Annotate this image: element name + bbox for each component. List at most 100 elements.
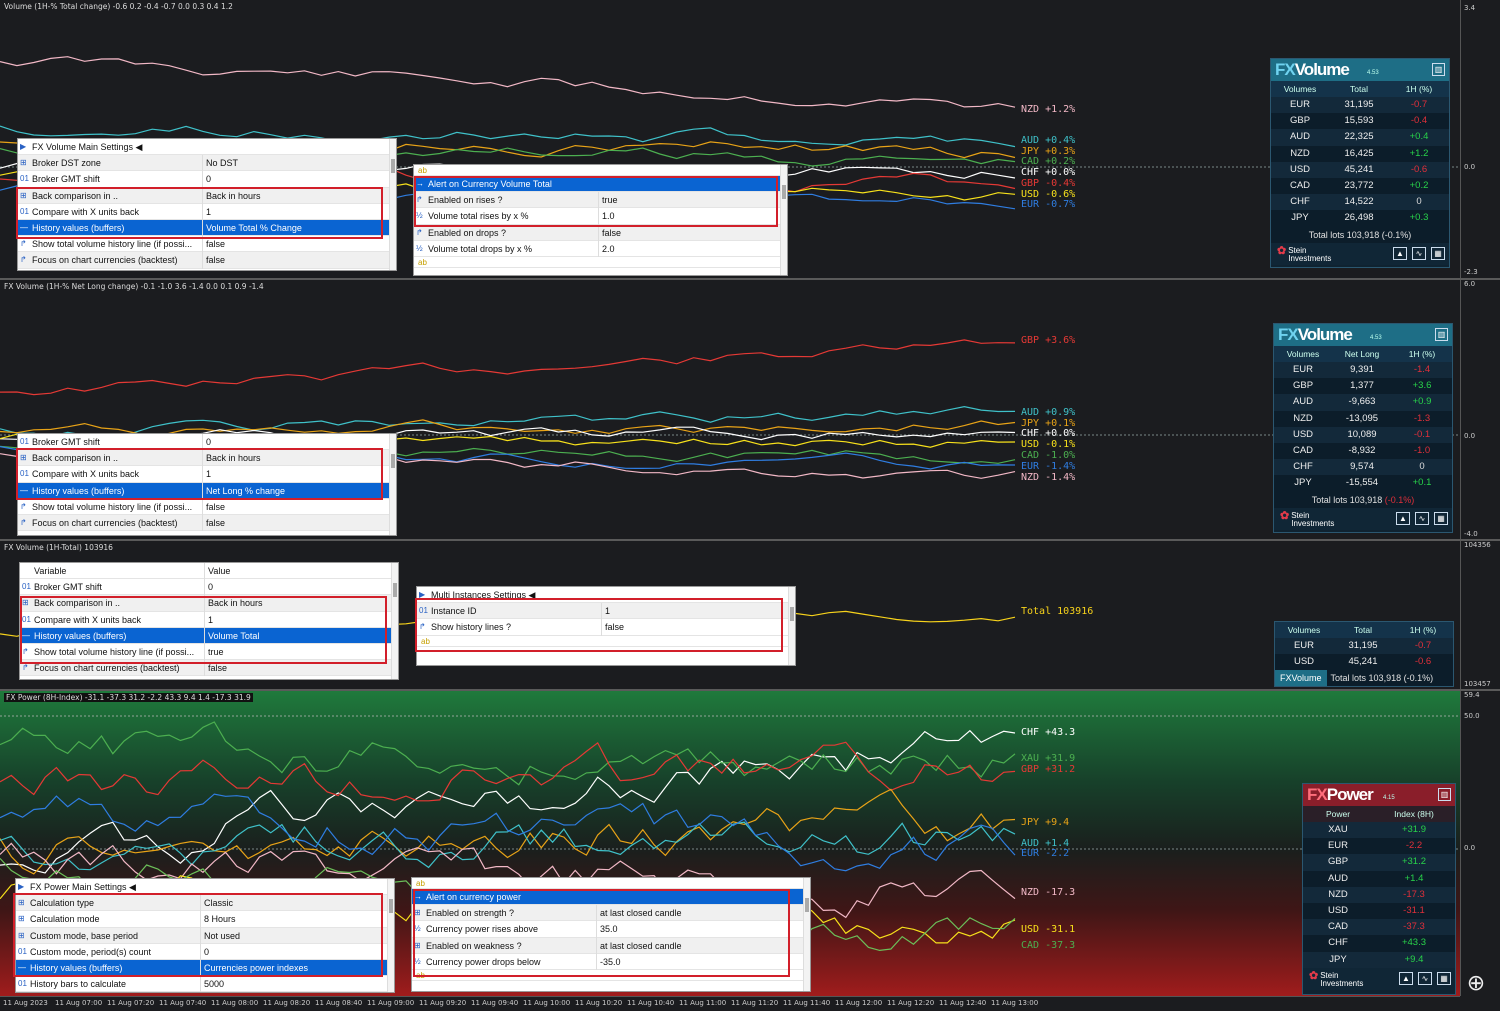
widget-row[interactable]: JPY 26,498 +0.3 (1271, 210, 1449, 227)
setting-row[interactable]: ⊞ Enabled on strength ? at last closed can… (412, 905, 810, 922)
widget-row[interactable]: AUD 22,325 +0.4 (1271, 129, 1449, 146)
setting-value[interactable]: 1 (202, 203, 396, 220)
widget-row[interactable]: JPY -15,554 +0.1 (1274, 475, 1452, 492)
setting-row[interactable]: 01 Instance ID 1 (417, 603, 795, 620)
fx-power-widget[interactable]: FXPower 4.15 ▥ Power Index (8H) XAU +31.9 EUR -2… (1302, 783, 1456, 995)
widget-row[interactable]: EUR -2.2 (1303, 838, 1455, 855)
setting-value[interactable]: false (202, 514, 396, 532)
setting-row[interactable]: 01 Broker GMT shift 0 (18, 434, 396, 451)
widget-row[interactable]: CHF 9,574 0 (1274, 459, 1452, 476)
widget-row[interactable]: NZD -17.3 (1303, 886, 1455, 903)
setting-row[interactable]: ↱ Show history lines ? false (417, 619, 795, 636)
string-param-row[interactable]: ab (412, 878, 810, 889)
setting-row[interactable]: ↱ Show total volume history line (if poss… (20, 643, 398, 661)
widget-row[interactable]: CAD -37.3 (1303, 919, 1455, 936)
setting-row[interactable]: ↱ Show total volume history line (if poss… (18, 236, 396, 253)
chart-lines-icon[interactable]: ∿ (1412, 246, 1426, 260)
scrollbar-thumb[interactable] (782, 185, 786, 199)
setting-value[interactable]: Back in hours (202, 450, 396, 467)
settings-section-row[interactable]: ▶ FX Volume Main Settings ◀ (18, 139, 396, 156)
setting-value[interactable]: 2.0 (598, 240, 787, 257)
setting-row[interactable]: ↱ Enabled on drops ? false (414, 224, 787, 241)
widget-row[interactable]: CHF +43.3 (1303, 935, 1455, 952)
alert-bell-icon[interactable]: ▲ (1393, 246, 1407, 260)
setting-value[interactable]: false (598, 224, 787, 241)
scrollbar-thumb[interactable] (391, 454, 395, 468)
setting-value[interactable]: 0 (202, 171, 396, 188)
widget-row[interactable]: USD 45,241 -0.6 (1271, 161, 1449, 178)
setting-value[interactable]: false (202, 236, 396, 253)
string-param-row[interactable]: ab (412, 970, 810, 981)
widget-row[interactable]: CAD 23,772 +0.2 (1271, 177, 1449, 195)
setting-row[interactable]: ⊞ Calculation type Classic (16, 895, 394, 912)
setting-row[interactable]: 01 Custom mode, period(s) count 0 (16, 943, 394, 960)
widget-title-bar[interactable]: FXVolume 4.53 ▥ (1271, 59, 1449, 81)
setting-row[interactable]: 01 Compare with X units back 1 (18, 466, 396, 483)
settings-section-row[interactable]: ▶ Multi Instances Settings ◀ (417, 587, 795, 604)
setting-value[interactable]: 0 (202, 434, 396, 451)
setting-row[interactable]: 01 Compare with X units back 1 (20, 611, 398, 628)
volume-alert-settings-dialog[interactable]: ab → Alert on Currency Volume Total ↱ Enable… (413, 164, 788, 276)
pane-separator[interactable] (0, 539, 1500, 541)
setting-row[interactable]: ↱ Enabled on rises ? true (414, 192, 787, 209)
netlong-settings-dialog[interactable]: 01 Broker GMT shift 0 ⊞ Back comparison in .… (17, 433, 397, 536)
setting-row[interactable]: ½ Currency power rises above 35.0 (412, 921, 810, 938)
dialog-scrollbar[interactable] (780, 165, 787, 275)
price-scale-3[interactable]: 104356 103457 (1460, 541, 1500, 689)
widget-row[interactable]: XAU +31.9 (1303, 822, 1455, 839)
setting-row[interactable]: — History values (buffers) Volume Total % … (18, 219, 396, 237)
string-param-row[interactable]: ab (417, 636, 795, 647)
setting-value[interactable]: 0 (200, 943, 394, 960)
setting-row[interactable]: — History values (buffers) Volume Total (20, 627, 398, 644)
widget-row[interactable]: NZD -13,095 -1.3 (1274, 410, 1452, 427)
widget-row[interactable]: EUR 31,195 -0.7 (1271, 97, 1449, 114)
setting-value[interactable]: 1 (202, 466, 396, 483)
dialog-scrollbar[interactable] (391, 563, 398, 679)
setting-row[interactable]: ↱ Focus on chart currencies (backtest) fal… (20, 660, 398, 677)
fx-volume-netlong-widget[interactable]: FXVolume 4.53 ▥ Volumes Net Long 1H (%) EUR 9,3… (1273, 323, 1453, 533)
widget-row[interactable]: CHF 14,522 0 (1271, 194, 1449, 211)
setting-value[interactable]: -35.0 (596, 953, 810, 970)
fx-volume-settings-dialog[interactable]: ▶ FX Volume Main Settings ◀ ⊞ Broker DST zo… (17, 138, 397, 271)
setting-value[interactable]: 1.0 (598, 208, 787, 225)
setting-row[interactable]: ½ Currency power drops below -35.0 (412, 953, 810, 970)
scrollbar-thumb[interactable] (805, 898, 809, 912)
widget-row[interactable]: EUR 31,195 -0.7 (1275, 638, 1453, 655)
fx-power-settings-dialog[interactable]: ▶ FX Power Main Settings ◀ ⊞ Calculation ty… (15, 878, 395, 993)
setting-row[interactable]: 01 History bars to calculate 5000 (16, 976, 394, 992)
grid-icon[interactable]: ▦ (1437, 971, 1451, 985)
widget-row[interactable]: GBP 1,377 +3.6 (1274, 378, 1452, 395)
widget-tag[interactable]: FXVolume (1275, 670, 1327, 687)
widget-row[interactable]: AUD +1.4 (1303, 870, 1455, 887)
setting-row[interactable]: ⊞ Back comparison in .. Back in hours (18, 187, 396, 204)
setting-value[interactable]: Net Long % change (202, 482, 396, 499)
setting-value[interactable]: No DST (202, 155, 396, 172)
price-scale-4[interactable]: 59.4 50.0 0.0 (1460, 691, 1500, 996)
chart-icon[interactable]: ▥ (1435, 328, 1448, 341)
setting-value[interactable]: Not used (200, 927, 394, 944)
setting-value[interactable]: Volume Total % Change (202, 219, 396, 237)
setting-row[interactable]: 01 Compare with X units back 1 (18, 203, 396, 220)
chart-lines-icon[interactable]: ∿ (1415, 511, 1429, 525)
scrollbar-thumb[interactable] (391, 159, 395, 173)
setting-value[interactable]: 8 Hours (200, 911, 394, 928)
setting-row[interactable]: 01 Broker GMT shift 0 (18, 171, 396, 188)
setting-row[interactable]: ½ Volume total rises by x % 1.0 (414, 208, 787, 225)
setting-value[interactable]: Back in hours (204, 595, 398, 612)
widget-row[interactable]: EUR 9,391 -1.4 (1274, 362, 1452, 379)
fx-volume-mini-widget[interactable]: Volumes Total 1H (%) EUR 31,195 -0.7 USD 45,241… (1274, 621, 1454, 687)
setting-row[interactable]: ↱ Focus on chart currencies (backtest) fal… (18, 252, 396, 269)
alert-bell-icon[interactable]: ▲ (1399, 971, 1413, 985)
scrollbar-thumb[interactable] (389, 899, 393, 913)
string-param-row[interactable]: ab (414, 165, 787, 176)
widget-row[interactable]: USD 10,089 -0.1 (1274, 426, 1452, 443)
widget-row[interactable]: USD -31.1 (1303, 902, 1455, 920)
setting-value[interactable]: 1 (601, 603, 795, 620)
chart-icon[interactable]: ▥ (1432, 63, 1445, 76)
netlong-change-pane[interactable]: FX Volume (1H-% Net Long change) -0.1 -1… (0, 280, 1460, 539)
widget-row[interactable]: AUD -9,663 +0.9 (1274, 394, 1452, 411)
chart-icon[interactable]: ▥ (1438, 788, 1451, 801)
setting-row[interactable]: → Alert on currency power (412, 889, 810, 906)
string-param-row[interactable]: ab (414, 257, 787, 268)
widget-row[interactable]: GBP +31.2 (1303, 854, 1455, 871)
